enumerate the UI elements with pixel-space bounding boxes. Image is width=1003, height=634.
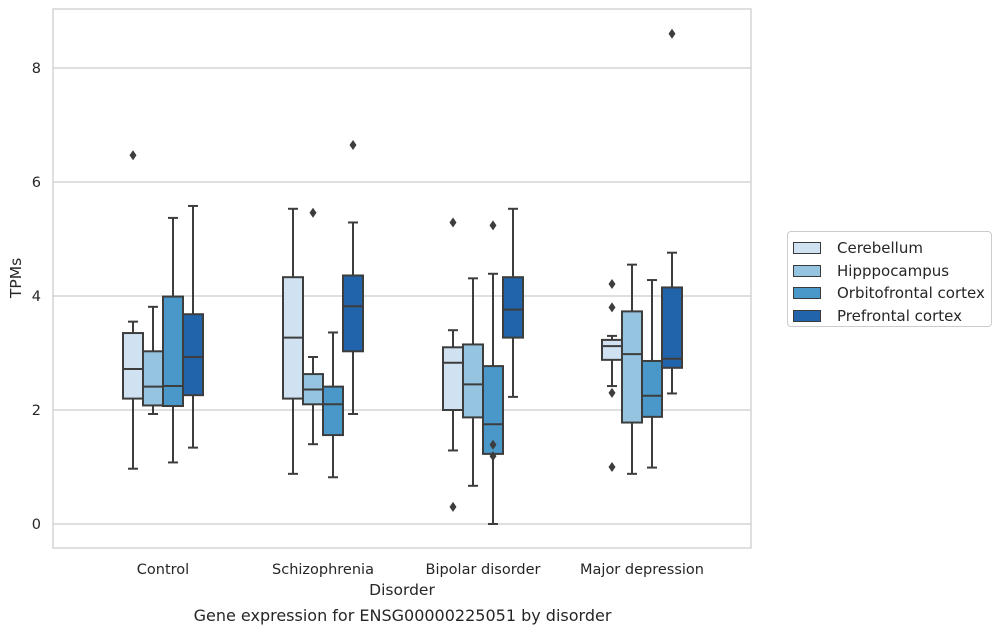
box-body: [322, 385, 344, 437]
box-body: [442, 346, 464, 411]
legend-item: Hipppocampus: [793, 260, 991, 283]
box-cerebellum: [442, 217, 464, 512]
box-hipppocampus: [142, 305, 164, 415]
outlier-point: [449, 217, 457, 228]
outlier-point: [608, 302, 616, 313]
legend-swatch: [793, 242, 821, 255]
legend-item: Orbitofrontal cortex: [793, 282, 991, 305]
outlier-point: [608, 387, 616, 398]
plot-frame: [52, 8, 752, 549]
box-body: [661, 286, 683, 369]
x-tick-labels: Control Schizophrenia Bipolar disorder Majo…: [137, 562, 704, 578]
box-hipppocampus: [302, 207, 324, 446]
box-prefrontal-cortex: [342, 139, 364, 415]
y-tick-label: 4: [32, 289, 41, 305]
legend-swatch: [793, 264, 821, 277]
y-tick-labels: 0 2 4 6 8: [32, 61, 41, 533]
chart-title: Gene expression for ENSG00000225051 by d…: [193, 606, 612, 625]
outlier-point: [129, 150, 137, 161]
box-body: [162, 295, 184, 408]
legend-swatch: [793, 309, 821, 322]
box-body: [502, 276, 524, 339]
x-tick-label: Bipolar disorder: [426, 562, 541, 578]
box-orbitofrontal-cortex: [482, 220, 504, 525]
legend-item: Cerebellum: [793, 237, 991, 260]
outlier-point: [309, 207, 317, 218]
box-body: [182, 313, 204, 397]
box-orbitofrontal-cortex: [641, 279, 663, 469]
box-prefrontal-cortex: [182, 204, 204, 449]
outlier-point: [349, 139, 357, 150]
outlier-point: [449, 501, 457, 512]
box-body: [142, 350, 164, 407]
box-cerebellum: [282, 207, 304, 475]
y-tick-label: 6: [32, 175, 41, 191]
box-body: [601, 338, 623, 361]
outlier-point: [608, 462, 616, 472]
box-plots: [122, 28, 683, 525]
y-tick-label: 0: [32, 517, 41, 533]
box-body: [621, 310, 643, 424]
y-tick-label: 8: [32, 61, 41, 77]
legend-label: Cerebellum: [837, 239, 923, 258]
box-hipppocampus: [621, 263, 643, 475]
legend-label: Hipppocampus: [837, 261, 950, 280]
box-orbitofrontal-cortex: [322, 331, 344, 479]
box-body: [342, 274, 364, 353]
x-tick-label: Control: [137, 562, 189, 578]
box-body: [641, 359, 663, 418]
legend-item: Prefrontal cortex: [793, 305, 991, 328]
x-axis-title: Disorder: [369, 581, 435, 599]
legend: Cerebellum Hipppocampus Orbitofrontal cort…: [787, 231, 992, 327]
x-tick-label: Schizophrenia: [272, 562, 374, 578]
outlier-point: [668, 28, 676, 39]
legend-label: Orbitofrontal cortex: [837, 284, 985, 303]
y-axis-title: TPMs: [7, 258, 25, 299]
box-cerebellum: [122, 150, 144, 470]
box-body: [122, 332, 144, 400]
outlier-point: [489, 439, 497, 450]
box-cerebellum: [601, 279, 623, 472]
y-tick-label: 2: [32, 403, 41, 419]
box-prefrontal-cortex: [502, 207, 524, 398]
legend-label: Prefrontal cortex: [837, 306, 962, 325]
box-body: [462, 343, 484, 419]
outlier-point: [489, 451, 497, 462]
x-tick-label: Major depression: [580, 562, 704, 578]
box-prefrontal-cortex: [661, 28, 683, 395]
box-orbitofrontal-cortex: [162, 216, 184, 464]
outlier-point: [608, 279, 616, 290]
outlier-point: [489, 220, 497, 231]
gridlines: [53, 67, 751, 525]
legend-swatch: [793, 287, 821, 300]
box-hipppocampus: [462, 277, 484, 487]
